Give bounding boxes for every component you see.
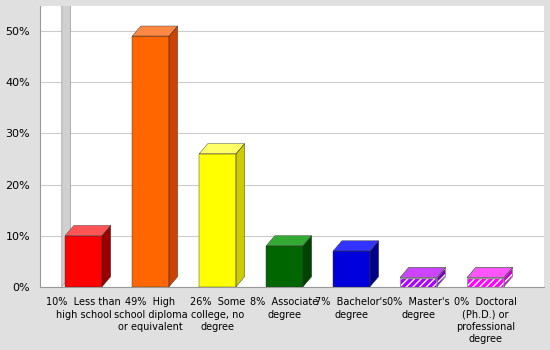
Polygon shape: [467, 267, 513, 278]
Polygon shape: [199, 144, 245, 154]
Polygon shape: [303, 236, 312, 287]
Polygon shape: [400, 267, 446, 278]
Polygon shape: [333, 241, 378, 251]
Polygon shape: [333, 251, 370, 287]
Polygon shape: [437, 267, 446, 287]
Polygon shape: [504, 267, 513, 287]
Polygon shape: [62, 0, 70, 287]
Polygon shape: [169, 26, 178, 287]
Polygon shape: [467, 278, 504, 287]
Polygon shape: [132, 26, 178, 36]
Polygon shape: [400, 278, 437, 287]
Polygon shape: [102, 225, 111, 287]
Polygon shape: [266, 236, 312, 246]
Polygon shape: [132, 36, 169, 287]
Polygon shape: [370, 241, 378, 287]
Polygon shape: [65, 236, 102, 287]
Polygon shape: [199, 154, 236, 287]
Polygon shape: [65, 225, 111, 236]
Polygon shape: [266, 246, 303, 287]
Polygon shape: [236, 144, 245, 287]
